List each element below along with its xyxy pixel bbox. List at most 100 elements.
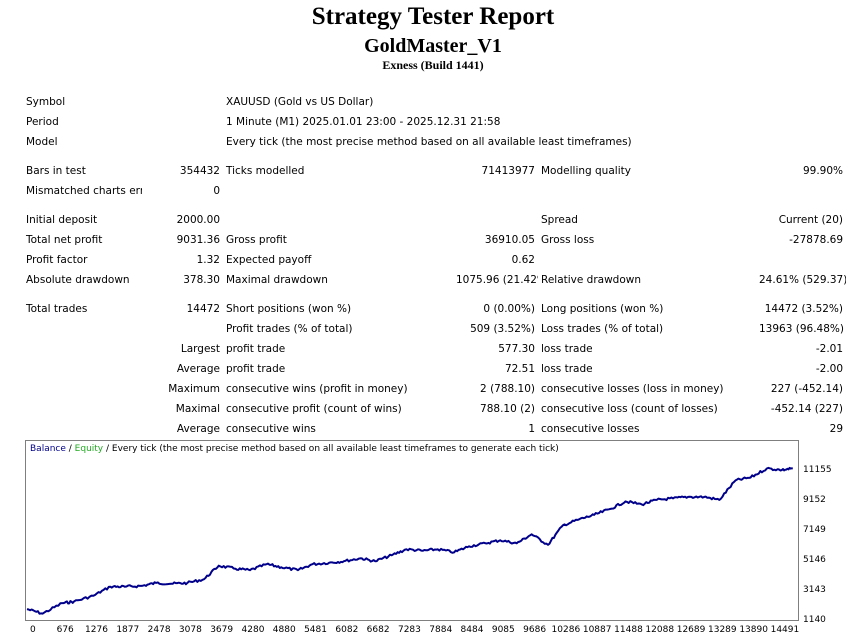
table-row: Initial deposit 2000.00 Spread Current (… bbox=[23, 210, 846, 230]
avg-cl-value: 29 bbox=[829, 423, 844, 435]
average-pt-value: 72.51 bbox=[504, 363, 535, 375]
table-row: Maximal consecutive profit (count of win… bbox=[23, 399, 846, 419]
table-row: Maximum consecutive wins (profit in mone… bbox=[23, 379, 846, 399]
short-label: Short positions (won %) bbox=[226, 303, 352, 315]
period-value: 1 Minute (M1) 2025.01.01 23:00 - 2025.12… bbox=[226, 116, 501, 128]
x-tick-label: 12689 bbox=[677, 625, 706, 635]
chart-legend: Balance / Equity / Every tick (the most … bbox=[30, 444, 559, 454]
balance-chart: Balance / Equity / Every tick (the most … bbox=[25, 440, 799, 621]
lt-value: 13963 (96.48%) bbox=[759, 323, 844, 335]
spread-value: Current (20) bbox=[778, 214, 844, 226]
pt-value: 509 (3.52%) bbox=[470, 323, 535, 335]
table-row: Average consecutive wins 1 consecutive l… bbox=[23, 419, 846, 439]
x-tick-label: 6082 bbox=[335, 625, 358, 635]
largest-label: Largest bbox=[180, 343, 220, 355]
x-tick-label: 6682 bbox=[367, 625, 390, 635]
model-value: Every tick (the most precise method base… bbox=[226, 136, 632, 148]
payoff-value: 0.62 bbox=[511, 254, 535, 266]
x-tick-label: 676 bbox=[57, 625, 74, 635]
table-row: Largest profit trade 577.30 loss trade -… bbox=[23, 339, 846, 359]
x-tick-label: 10887 bbox=[583, 625, 612, 635]
ticks-value: 71413977 bbox=[481, 165, 535, 177]
report-title: Strategy Tester Report bbox=[311, 3, 555, 30]
report-table: Symbol XAUUSD (Gold vs US Dollar) Period… bbox=[23, 92, 846, 439]
netprofit-label: Total net profit bbox=[26, 234, 103, 246]
table-row: Mismatched charts errors 0 bbox=[23, 181, 846, 201]
grossloss-value: -27878.69 bbox=[789, 234, 844, 246]
table-row: Period 1 Minute (M1) 2025.01.01 23:00 - … bbox=[23, 112, 846, 132]
mismatch-value: 0 bbox=[213, 185, 220, 197]
legend-balance: Balance bbox=[30, 444, 66, 454]
max-cw-value: 2 (788.10) bbox=[480, 383, 535, 395]
legend-rest: / Every tick (the most precise method ba… bbox=[103, 444, 559, 454]
x-tick-label: 4280 bbox=[242, 625, 265, 635]
x-tick-label: 3679 bbox=[210, 625, 233, 635]
trades-value: 14472 bbox=[186, 303, 220, 315]
grossloss-label: Gross loss bbox=[541, 234, 595, 246]
table-row: Total trades 14472 Short positions (won … bbox=[23, 299, 846, 319]
bars-label: Bars in test bbox=[26, 165, 86, 177]
period-label: Period bbox=[26, 116, 59, 128]
x-tick-label: 1276 bbox=[85, 625, 108, 635]
x-tick-label: 12088 bbox=[645, 625, 674, 635]
maximal-label: Maximal bbox=[175, 403, 220, 415]
average-label: Average bbox=[176, 363, 220, 375]
largest-lt-value: -2.01 bbox=[815, 343, 844, 355]
long-label: Long positions (won %) bbox=[541, 303, 664, 315]
y-tick-label: 1140 bbox=[803, 615, 826, 625]
grossprofit-value: 36910.05 bbox=[484, 234, 535, 246]
mismatch-label: Mismatched charts errors bbox=[26, 185, 142, 197]
bars-value: 354432 bbox=[179, 165, 220, 177]
netprofit-value: 9031.36 bbox=[176, 234, 220, 246]
mxl-cp-value: 788.10 (2) bbox=[480, 403, 535, 415]
x-tick-label: 9085 bbox=[492, 625, 515, 635]
grossprofit-label: Gross profit bbox=[226, 234, 287, 246]
x-tick-label: 4880 bbox=[273, 625, 296, 635]
mxl-cp-label: consecutive profit (count of wins) bbox=[226, 403, 402, 415]
y-tick-label: 9152 bbox=[803, 495, 826, 505]
x-tick-label: 13890 bbox=[739, 625, 768, 635]
x-tick-label: 10286 bbox=[552, 625, 581, 635]
x-tick-label: 2478 bbox=[148, 625, 171, 635]
payoff-label: Expected payoff bbox=[226, 254, 312, 266]
table-row: Profit factor 1.32 Expected payoff 0.62 bbox=[23, 250, 846, 270]
broker-build: Exness (Build 1441) bbox=[382, 58, 484, 72]
maxdd-value: 1075.96 (21.42%) bbox=[456, 274, 538, 286]
largest-pt-label: profit trade bbox=[226, 343, 286, 355]
deposit-value: 2000.00 bbox=[176, 214, 220, 226]
table-row: Absolute drawdown 378.30 Maximal drawdow… bbox=[23, 270, 846, 290]
average-pt-label: profit trade bbox=[226, 363, 286, 375]
maximum-label: Maximum bbox=[168, 383, 220, 395]
spread-label: Spread bbox=[541, 214, 578, 226]
table-row: Profit trades (% of total) 509 (3.52%) L… bbox=[23, 319, 846, 339]
symbol-value: XAUUSD (Gold vs US Dollar) bbox=[226, 96, 374, 108]
x-tick-label: 14491 bbox=[771, 625, 800, 635]
average-lt-value: -2.00 bbox=[815, 363, 844, 375]
table-row: Symbol XAUUSD (Gold vs US Dollar) bbox=[23, 92, 846, 112]
absdd-label: Absolute drawdown bbox=[26, 274, 130, 286]
x-tick-label: 5481 bbox=[304, 625, 327, 635]
mxl-cl-label: consecutive loss (count of losses) bbox=[541, 403, 718, 415]
symbol-label: Symbol bbox=[26, 96, 66, 108]
table-row: Average profit trade 72.51 loss trade -2… bbox=[23, 359, 846, 379]
long-value: 14472 (3.52%) bbox=[764, 303, 844, 315]
lt-label: Loss trades (% of total) bbox=[541, 323, 664, 335]
y-tick-label: 3143 bbox=[803, 585, 826, 595]
deposit-label: Initial deposit bbox=[26, 214, 98, 226]
max-cl-label: consecutive losses (loss in money) bbox=[541, 383, 724, 395]
largest-lt-label: loss trade bbox=[541, 343, 593, 355]
avg-cl-label: consecutive losses bbox=[541, 423, 640, 435]
ticks-label: Ticks modelled bbox=[226, 165, 305, 177]
pf-value: 1.32 bbox=[196, 254, 220, 266]
expert-name: GoldMaster_V1 bbox=[364, 35, 502, 57]
x-tick-label: 7283 bbox=[398, 625, 421, 635]
table-row: Bars in test 354432 Ticks modelled 71413… bbox=[23, 161, 846, 181]
quality-value: 99.90% bbox=[802, 165, 844, 177]
legend-equity: Equity bbox=[74, 444, 104, 454]
reldd-value: 24.61% (529.37) bbox=[759, 274, 847, 286]
reldd-label: Relative drawdown bbox=[541, 274, 642, 286]
legend-sep: / bbox=[65, 444, 75, 454]
absdd-value: 378.30 bbox=[183, 274, 220, 286]
pt-label: Profit trades (% of total) bbox=[226, 323, 353, 335]
y-tick-label: 7149 bbox=[803, 525, 826, 535]
